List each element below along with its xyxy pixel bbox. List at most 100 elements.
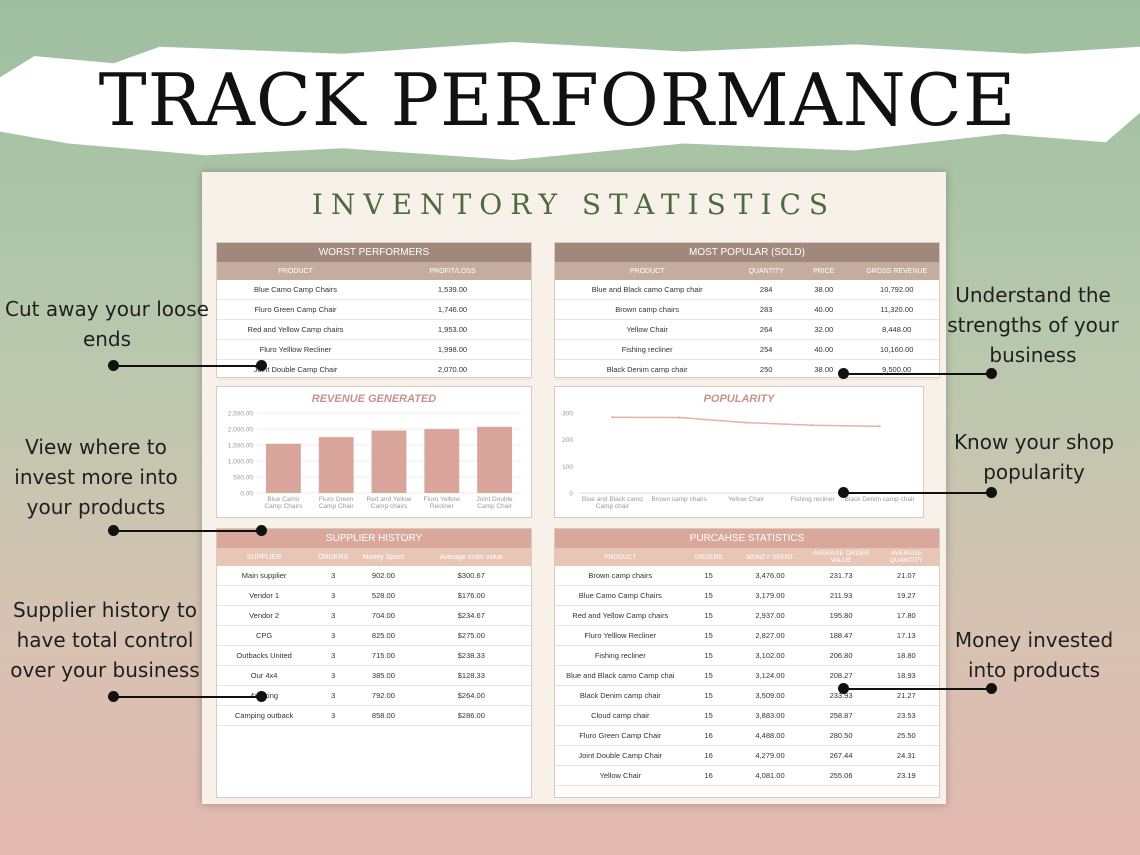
table-cell: Fluro Green Camp Chair: [579, 731, 662, 740]
table-row: Red and Yellow Camp chairs 1,953.00: [217, 320, 531, 340]
table-row: Brown camp chairs 283 40.00 11,320.00: [555, 300, 939, 320]
x-tick-label: Camp Chairs: [264, 503, 303, 510]
callout-loose-ends: Cut away your loose ends: [5, 297, 209, 351]
column-header: MONEY SPENT: [746, 553, 794, 561]
x-tick-label: Fluro Green: [319, 496, 354, 503]
table-cell: CPG: [255, 631, 273, 640]
table-row: Blue Camo Camp Chairs 15 3,179.00 211.93 19.…: [555, 586, 939, 606]
table-cell: Blue and Black camo Camp chai: [566, 671, 675, 680]
table-cell: $300.67: [457, 571, 485, 580]
x-tick-label: Fishing recliner: [791, 496, 836, 503]
table-cell: 211.93: [829, 591, 853, 600]
table-row: Fluro Yelllow Recliner 15 2,827.00 188.47 17…: [555, 626, 939, 646]
y-tick-label: 2,500.00: [228, 411, 254, 418]
table-cell: 1,953.00: [437, 325, 468, 334]
table-cell: 3: [331, 711, 336, 720]
table-cell: Outbacks United: [236, 651, 292, 660]
table-cell: 264: [759, 325, 773, 334]
callout-supplier: Supplier history to have total control o…: [10, 598, 200, 682]
table-header: PRODUCT ORDERS MONEY SPENT AVERAGE ORDER…: [555, 548, 939, 566]
sheet-title: INVENTORY STATISTICS: [311, 188, 837, 221]
table-cell: 3: [331, 611, 336, 620]
y-tick-label: 100: [562, 464, 573, 471]
inventory-sheet: INVENTORY STATISTICS WORST PERFORMERS PR…: [202, 172, 946, 804]
column-header: Average order value: [439, 553, 503, 561]
table-cell: Fluro Yelllow Recliner: [584, 631, 657, 640]
table-cell: 188.47: [829, 631, 853, 640]
x-tick-label: Camp chair: [596, 503, 630, 510]
callout-dot: [256, 360, 267, 371]
revenue-chart-panel: REVENUE GENERATED 0.00 500.00 1,000.00 1,50…: [216, 386, 532, 518]
revenue-bar: [424, 429, 460, 493]
revenue-chart: 0.00 500.00 1,000.00 1,500.00 2,000.00 2,500.…: [228, 411, 521, 510]
table-cell: 2,070.00: [437, 365, 468, 374]
x-tick-label: Brown camp chairs: [652, 496, 708, 503]
table-header: SUPPLIER ORDERS Money Spent Average orde…: [217, 548, 531, 566]
table-cell: $176.00: [457, 591, 485, 600]
y-tick-label: 1,500.00: [228, 443, 254, 450]
callout-connector: [113, 696, 261, 698]
table-row: CPG 3 825.00 $275.00: [217, 626, 531, 646]
x-tick-label: Joint Double: [477, 496, 514, 503]
y-tick-label: 300: [562, 411, 573, 418]
table-cell: 18.80: [896, 651, 916, 660]
table-body: Blue Camo Camp Chairs 1,539.00 Fluro Green…: [217, 280, 531, 380]
column-header: PRODUCT: [629, 267, 665, 275]
column-header: ORDERS: [318, 553, 349, 561]
callout-money: Money invested into products: [954, 628, 1114, 682]
table-cell: 2,827.00: [755, 631, 785, 640]
table-cell: 16: [704, 731, 713, 740]
x-tick-label: Red and Yellow: [367, 496, 412, 503]
popularity-point: [744, 421, 748, 424]
table-row: Blue Camo Camp Chairs 1,539.00: [217, 280, 531, 300]
table-cell: 15: [704, 691, 713, 700]
table-cell: $234.67: [457, 611, 485, 620]
table-body: Brown camp chairs 15 3,476.00 231.73 21.07 Bl…: [555, 566, 939, 786]
table-row: Main supplier 3 902.00 $300.67: [217, 566, 531, 586]
table-cell: 18.93: [896, 671, 916, 680]
table-cell: 15: [704, 631, 713, 640]
table-row: Yellow Chair 16 4,081.00 255.06 23.19: [555, 766, 939, 786]
table-cell: 25.50: [896, 731, 916, 740]
x-tick-label: Camp Chair: [319, 503, 355, 510]
table-row: Brown camp chairs 15 3,476.00 231.73 21.07: [555, 566, 939, 586]
table-cell: 23.19: [896, 771, 916, 780]
table-cell: 32.00: [814, 325, 834, 334]
x-tick-label: Black Denim camp chair: [845, 496, 916, 503]
most-popular-table: MOST POPULAR (SOLD) PRODUCT QUANTITY PRI…: [554, 242, 940, 380]
table-cell: Brown camp chairs: [588, 571, 653, 580]
table-cell: 9,500.00: [882, 365, 912, 374]
table-cell: 19.27: [896, 591, 916, 600]
table-cell: 4,488.00: [755, 731, 785, 740]
table-header: PRODUCT PROFIT/LOSS: [217, 262, 531, 280]
table-cell: 3: [331, 591, 336, 600]
table-cell: 233.93: [829, 691, 853, 700]
table-cell: 385.00: [371, 671, 395, 680]
table-cell: Black Denim camp chair: [579, 691, 661, 700]
table-cell: 17.13: [896, 631, 916, 640]
column-header: PROFIT/LOSS: [429, 267, 476, 275]
table-row: Our 4x4 3 385.00 $128.33: [217, 666, 531, 686]
revenue-bar: [477, 426, 513, 493]
y-tick-label: 2,000.00: [228, 427, 254, 434]
table-header: PRODUCT QUANTITY PRICE GROSS REVENUE: [555, 262, 939, 280]
callout-dot: [108, 691, 119, 702]
table-cell: 3,124.00: [755, 671, 785, 680]
table-cell: 10,792.00: [880, 285, 914, 294]
table-cell: Yellow Chair: [626, 325, 668, 334]
table-row: Vendor 2 3 704.00 $234.67: [217, 606, 531, 626]
table-cell: 23.53: [896, 711, 916, 720]
callout-dot: [838, 487, 849, 498]
popularity-point: [678, 416, 681, 419]
callout-connector: [843, 492, 991, 494]
column-header: PRODUCT: [604, 553, 637, 561]
table-cell: 11,320.00: [880, 305, 914, 314]
table-cell: 15: [704, 651, 713, 660]
table-cell: 1,746.00: [437, 305, 468, 314]
table-cell: 715.00: [371, 651, 395, 660]
table-cell: Yellow Chair: [599, 771, 641, 780]
table-cell: 4,081.00: [755, 771, 785, 780]
table-cell: Fishing recliner: [621, 345, 673, 354]
banner-title: TRACK PERFORMANCE: [98, 58, 1017, 142]
x-tick-label: Recliner: [430, 503, 455, 510]
